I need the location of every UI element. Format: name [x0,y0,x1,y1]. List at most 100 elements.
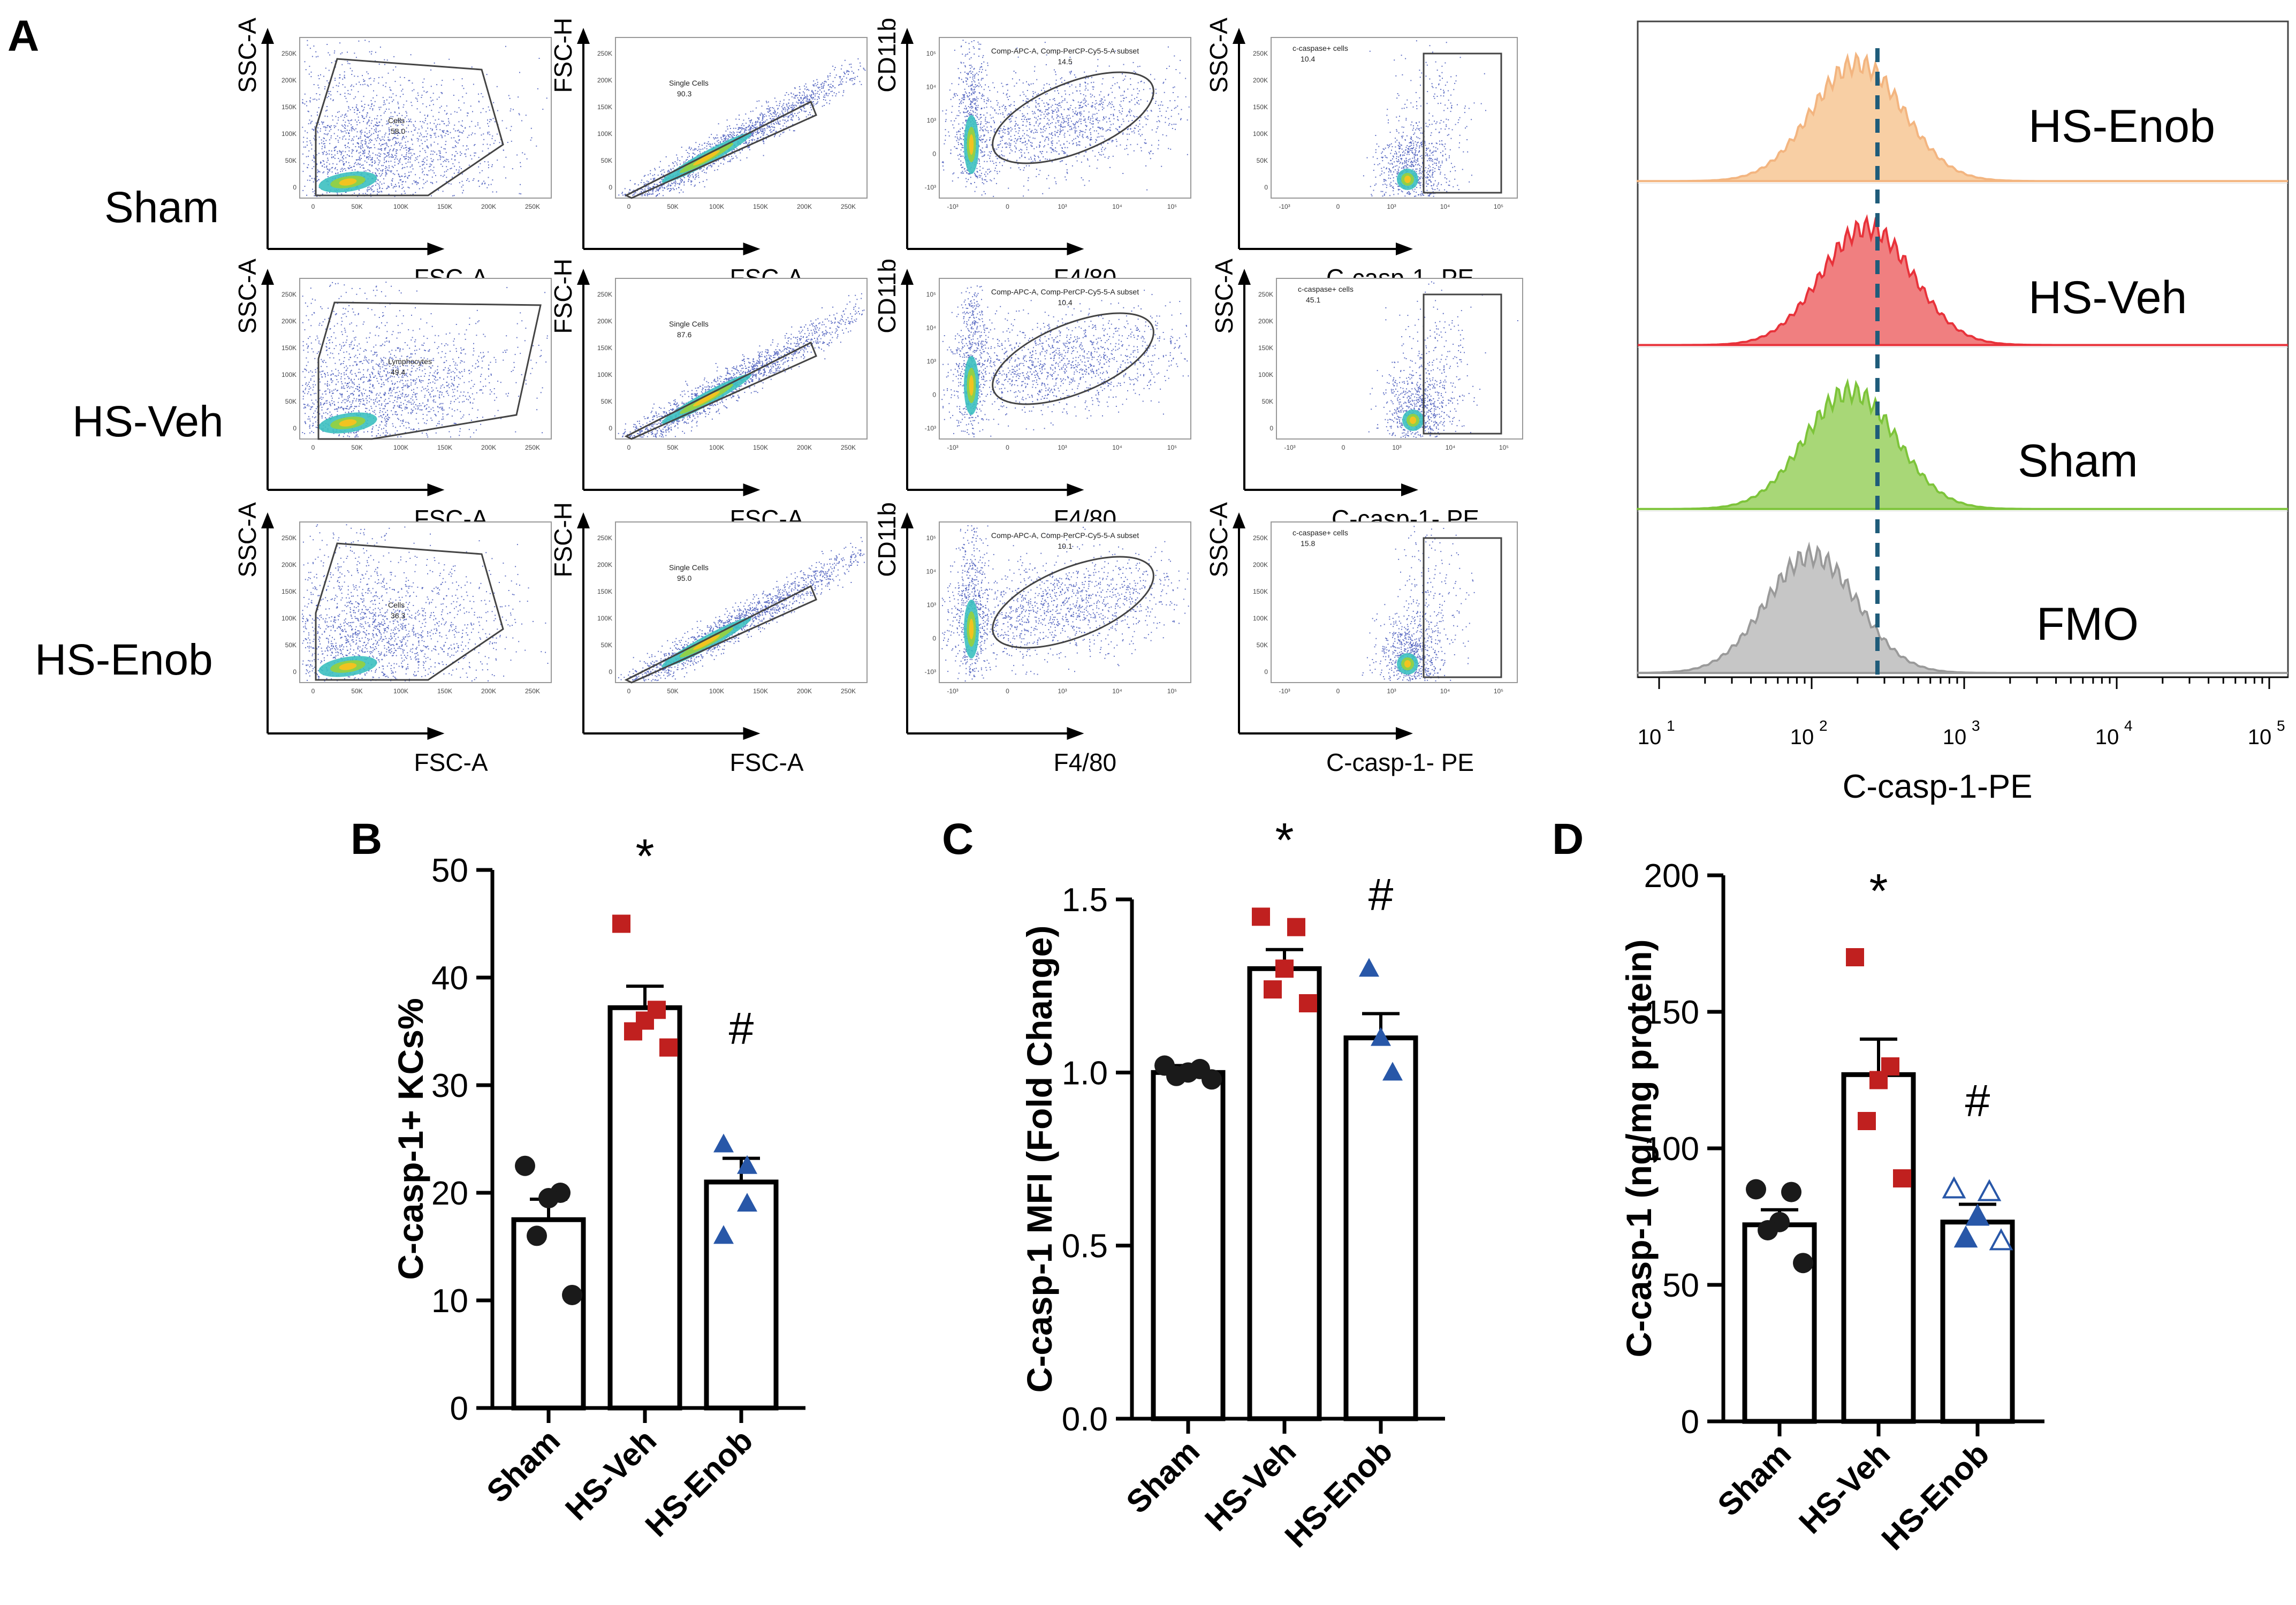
x-tick-label: 250K [841,687,856,695]
histogram-legend-hs-enob: HS-Enob [2028,101,2215,152]
row-label: HS-Enob [35,635,213,684]
y-tick-label: -10³ [925,668,936,676]
x-tick-label: 250K [525,203,540,210]
gate-ellipse [992,556,1154,649]
y-tick-label: 1.0 [1062,1055,1108,1092]
gate-value: 10.1 [1058,542,1072,550]
data-point [1202,1069,1222,1090]
x-arrow-head [427,243,445,255]
gate-name: Single Cells [669,563,709,572]
x-tick-label: 50K [667,687,678,695]
x-tick-label: 250K [525,687,540,695]
x-tick-label: HS-Enob [1278,1433,1399,1554]
y-tick-label: 0 [932,391,936,399]
x-tick-label-exp: 1 [1667,717,1675,734]
x-tick-label: 50K [351,687,362,695]
data-point [1299,994,1317,1012]
y-tick-label: 150K [1253,588,1268,595]
y-tick-label: 20 [431,1175,468,1212]
x-tick-label-base: 10 [1638,725,1662,749]
y-tick-label: 150K [282,344,296,352]
gate-name: Comp-APC-A, Comp-PerCP-Cy5-5-A subset [991,287,1139,296]
x-tick-label: -10³ [1279,687,1290,695]
x-arrow-head [1067,243,1084,255]
histogram-series-hs-enob [1637,51,2289,183]
x-tick-label-exp: 5 [2277,717,2285,734]
density-contour [339,419,357,427]
gate-value: 90.3 [677,89,691,98]
plot-frame [1271,521,1518,683]
x-tick-label: 10⁴ [1440,203,1450,210]
flow-row-hs-enob: HS-Enob SSC-A FSC-A 0 50K 100K 150K 200K 250K 0 50… [35,502,1518,776]
x-tick-label: 10⁵ [1167,687,1177,695]
y-arrow-head [577,28,590,44]
y-tick-label: 250K [1253,50,1268,57]
gate-name: Comp-APC-A, Comp-PerCP-Cy5-5-A subset [991,47,1139,55]
data-point [713,1133,734,1153]
y-tick-label: 150K [282,103,296,111]
y-axis-label: SSC-A [1205,18,1233,93]
x-tick-label: 10³ [1392,444,1401,451]
scatter-dots [1374,526,1475,681]
x-tick-label: 10⁵ [1494,203,1503,210]
x-tick-label: 250K [525,444,540,451]
data-point [1942,1176,1966,1199]
x-tick-label: 10⁵ [1167,203,1177,210]
significance-mark: # [729,1003,754,1054]
y-axis-label: C-casp-1+ KCs% [391,998,430,1280]
y-tick-label: 50K [601,641,612,649]
y-axis-label: SSC-A [1205,502,1233,578]
data-point [1275,959,1294,978]
x-tick-label: 200K [797,203,812,210]
x-arrow-head [1401,483,1418,496]
y-axis-label: CD11b [873,18,901,93]
plot-frame [939,278,1191,440]
y-tick-label: 100K [597,371,612,378]
gate-value: 36.3 [391,611,405,620]
flow-plot-4: SSC-A C-casp-1- PE -10³ 0 10³ 10⁴ 10⁵ 0 50K 100K 1… [1205,502,1518,776]
x-tick-label: 10⁴ [1440,687,1450,695]
gate-name: Cells [388,601,405,609]
gate-polygon [624,585,817,684]
gate-name: Cells [388,116,405,125]
histogram-legend-fmo: FMO [2036,599,2139,650]
y-arrow-head [261,28,274,44]
data-point [538,1188,559,1209]
x-tick-label: 150K [437,687,452,695]
data-point [713,1225,734,1244]
y-tick-label: 10³ [927,358,936,365]
scatter-dots [1362,583,1469,682]
x-tick-label: -10³ [1279,203,1290,210]
x-tick-label: 200K [481,203,496,210]
x-arrow-head [743,483,761,496]
histogram-series-sham [1637,378,2289,510]
y-axis-label: C-casp-1 (ng/mg protein) [1619,939,1659,1357]
x-tick-label: 100K [709,687,724,695]
y-tick-label: 0 [1264,184,1268,191]
x-tick-label: 10³ [1058,687,1067,695]
x-tick-label-base: 10 [1943,725,1967,749]
y-arrow-head [261,269,274,285]
density-contour [969,134,974,155]
x-tick-label: 150K [753,687,768,695]
x-tick-label: 100K [393,687,408,695]
gate-polygon [315,58,504,196]
y-tick-label: 1.5 [1062,882,1108,919]
y-tick-label: 100K [1253,615,1268,622]
x-tick-label: 0 [627,444,631,451]
data-point [624,1022,642,1041]
significance-mark: * [635,830,654,883]
y-tick-label: 100K [597,130,612,138]
flow-plot-1: SSC-A FSC-A 0 50K 100K 150K 200K 250K 0 50K 100K 15… [233,502,552,776]
y-axis-label: SSC-A [233,502,261,578]
density-contour [969,618,974,640]
gate-ellipse [992,312,1154,405]
data-point [1166,1065,1187,1086]
x-tick-label: 10³ [1058,444,1067,451]
data-point [1252,907,1270,926]
y-tick-label: 10⁴ [926,324,936,332]
histogram-legend-hs-veh: HS-Veh [2028,272,2187,323]
x-tick-label: HS-Enob [1875,1436,1996,1557]
